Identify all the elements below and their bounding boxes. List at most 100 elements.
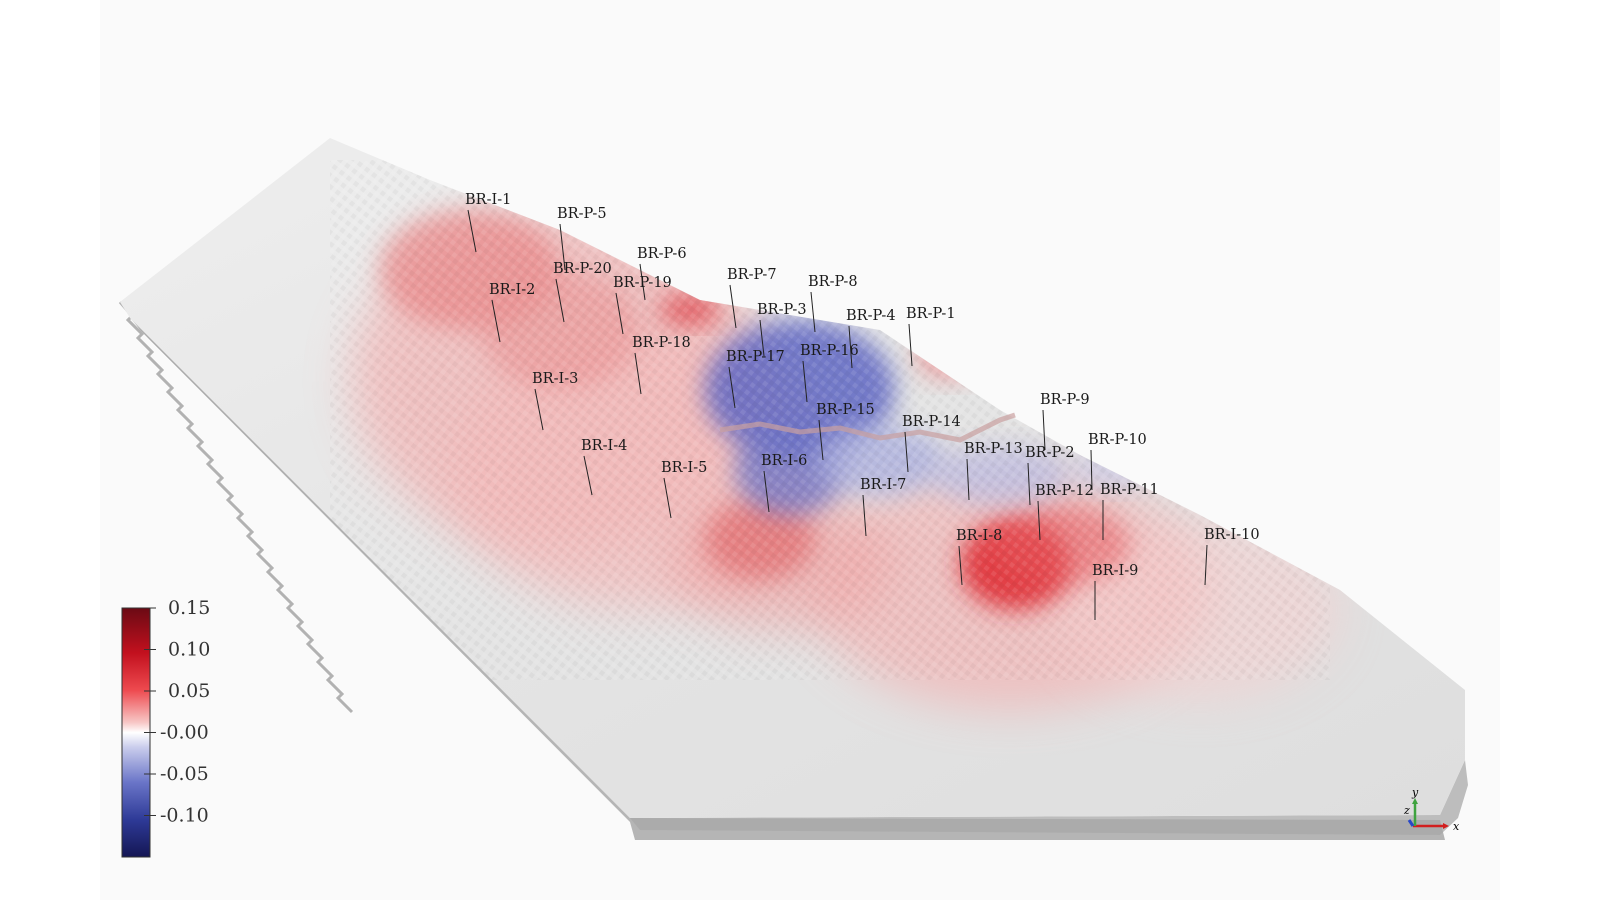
well-label: BR-I-9 (1092, 563, 1138, 579)
well-label: BR-P-19 (613, 275, 672, 291)
well-br-p-19[interactable]: BR-P-19 (613, 275, 672, 335)
well-label: BR-P-16 (800, 343, 859, 359)
well-trajectory (763, 470, 770, 513)
well-br-p-12[interactable]: BR-P-12 (1035, 483, 1094, 541)
orientation-axes-widget[interactable]: x y z (1403, 786, 1460, 833)
well-label: BR-I-1 (465, 192, 511, 208)
well-br-p-8[interactable]: BR-P-8 (808, 274, 858, 333)
well-br-i-6[interactable]: BR-I-6 (761, 453, 807, 513)
well-trajectory (1027, 462, 1031, 506)
well-label: BR-I-7 (860, 477, 906, 493)
well-trajectory (559, 223, 566, 271)
well-br-p-5[interactable]: BR-P-5 (557, 206, 607, 271)
well-label: BR-P-10 (1088, 432, 1147, 448)
well-br-i-1[interactable]: BR-I-1 (465, 192, 511, 253)
well-label: BR-I-3 (532, 371, 578, 387)
slab-stair-edge (118, 301, 354, 714)
well-br-p-14[interactable]: BR-P-14 (902, 414, 961, 473)
well-br-p-20[interactable]: BR-P-20 (553, 261, 612, 323)
well-br-i-3[interactable]: BR-I-3 (532, 371, 578, 431)
well-trajectory (904, 431, 909, 473)
y-axis-arrowhead-icon (1412, 798, 1418, 804)
well-label: BR-I-5 (661, 460, 707, 476)
well-label: BR-P-15 (816, 402, 875, 418)
well-br-p-4[interactable]: BR-P-4 (846, 308, 896, 369)
well-br-i-9[interactable]: BR-I-9 (1092, 563, 1138, 620)
x-axis-arrowhead-icon (1443, 823, 1449, 829)
well-br-p-16[interactable]: BR-P-16 (800, 343, 859, 403)
well-br-p-13[interactable]: BR-P-13 (964, 441, 1023, 501)
field-overlay (330, 160, 1340, 710)
well-label: BR-P-12 (1035, 483, 1094, 499)
x-axis-label: x (1453, 820, 1460, 833)
well-br-i-4[interactable]: BR-I-4 (581, 438, 627, 496)
well-br-i-10[interactable]: BR-I-10 (1204, 527, 1260, 586)
well-label: BR-I-10 (1204, 527, 1260, 543)
colorbar-tick-label: 0.15 (168, 597, 210, 619)
well-label: BR-P-1 (906, 306, 956, 322)
well-br-p-17[interactable]: BR-P-17 (726, 349, 785, 409)
colorbar-tick-label: -0.10 (160, 805, 209, 827)
well-label: BR-P-17 (726, 349, 785, 365)
well-trajectory (615, 292, 624, 335)
well-trajectory (862, 494, 867, 537)
well-trajectory (966, 458, 970, 501)
fault-step (719, 412, 1016, 443)
well-br-p-1[interactable]: BR-P-1 (906, 306, 956, 367)
well-trajectory (818, 419, 824, 461)
well-label: BR-I-8 (956, 528, 1002, 544)
well-label: BR-P-4 (846, 308, 896, 324)
well-br-p-2[interactable]: BR-P-2 (1025, 445, 1075, 506)
well-br-i-7[interactable]: BR-I-7 (860, 477, 906, 537)
well-trajectory (634, 352, 642, 395)
well-trajectory (1037, 500, 1041, 541)
colorbar-tick-label: -0.05 (160, 763, 209, 785)
well-br-p-3[interactable]: BR-P-3 (757, 302, 807, 357)
well-trajectory (534, 388, 544, 431)
well-br-p-15[interactable]: BR-P-15 (816, 402, 875, 461)
well-label: BR-P-14 (902, 414, 961, 430)
well-br-p-11[interactable]: BR-P-11 (1100, 482, 1159, 540)
well-label: BR-P-11 (1100, 482, 1159, 498)
colorbar-tick-label: 0.10 (168, 639, 210, 661)
well-br-p-7[interactable]: BR-P-7 (727, 267, 777, 329)
well-br-p-10[interactable]: BR-P-10 (1088, 432, 1147, 491)
well-trajectory (908, 323, 913, 367)
well-trajectory (810, 291, 816, 333)
well-label: BR-I-4 (581, 438, 627, 454)
well-trajectory (467, 209, 477, 253)
well-trajectory (728, 366, 736, 409)
well-label: BR-I-6 (761, 453, 807, 469)
well-label: BR-P-9 (1040, 392, 1090, 408)
well-label: BR-P-20 (553, 261, 612, 277)
well-br-i-2[interactable]: BR-I-2 (489, 282, 535, 343)
well-trajectory (802, 360, 808, 403)
well-label: BR-P-18 (632, 335, 691, 351)
well-trajectory (1204, 544, 1208, 586)
well-br-p-6[interactable]: BR-P-6 (637, 246, 687, 301)
well-trajectory (491, 299, 501, 343)
well-br-i-5[interactable]: BR-I-5 (661, 460, 707, 519)
well-trajectory (1090, 449, 1093, 491)
well-trajectory (958, 545, 963, 586)
well-br-p-9[interactable]: BR-P-9 (1040, 392, 1090, 451)
well-br-p-18[interactable]: BR-P-18 (632, 335, 691, 395)
colorbar: 0.15 0.10 0.05 -0.00 -0.05 -0.10 (121, 597, 210, 858)
z-axis-label: z (1403, 804, 1410, 817)
well-label: BR-P-6 (637, 246, 687, 262)
well-trajectory (729, 284, 737, 329)
colorbar-tick-label: 0.05 (168, 680, 210, 702)
well-label: BR-I-2 (489, 282, 535, 298)
well-label: BR-P-5 (557, 206, 607, 222)
colorbar-tick-label: -0.00 (160, 722, 209, 744)
well-label: BR-P-7 (727, 267, 777, 283)
well-br-i-8[interactable]: BR-I-8 (956, 528, 1002, 586)
well-trajectory (639, 263, 646, 301)
well-trajectory (759, 319, 765, 357)
well-label: BR-P-2 (1025, 445, 1075, 461)
well-label: BR-P-8 (808, 274, 858, 290)
y-axis-label: y (1411, 786, 1419, 799)
well-trajectory (583, 455, 593, 496)
